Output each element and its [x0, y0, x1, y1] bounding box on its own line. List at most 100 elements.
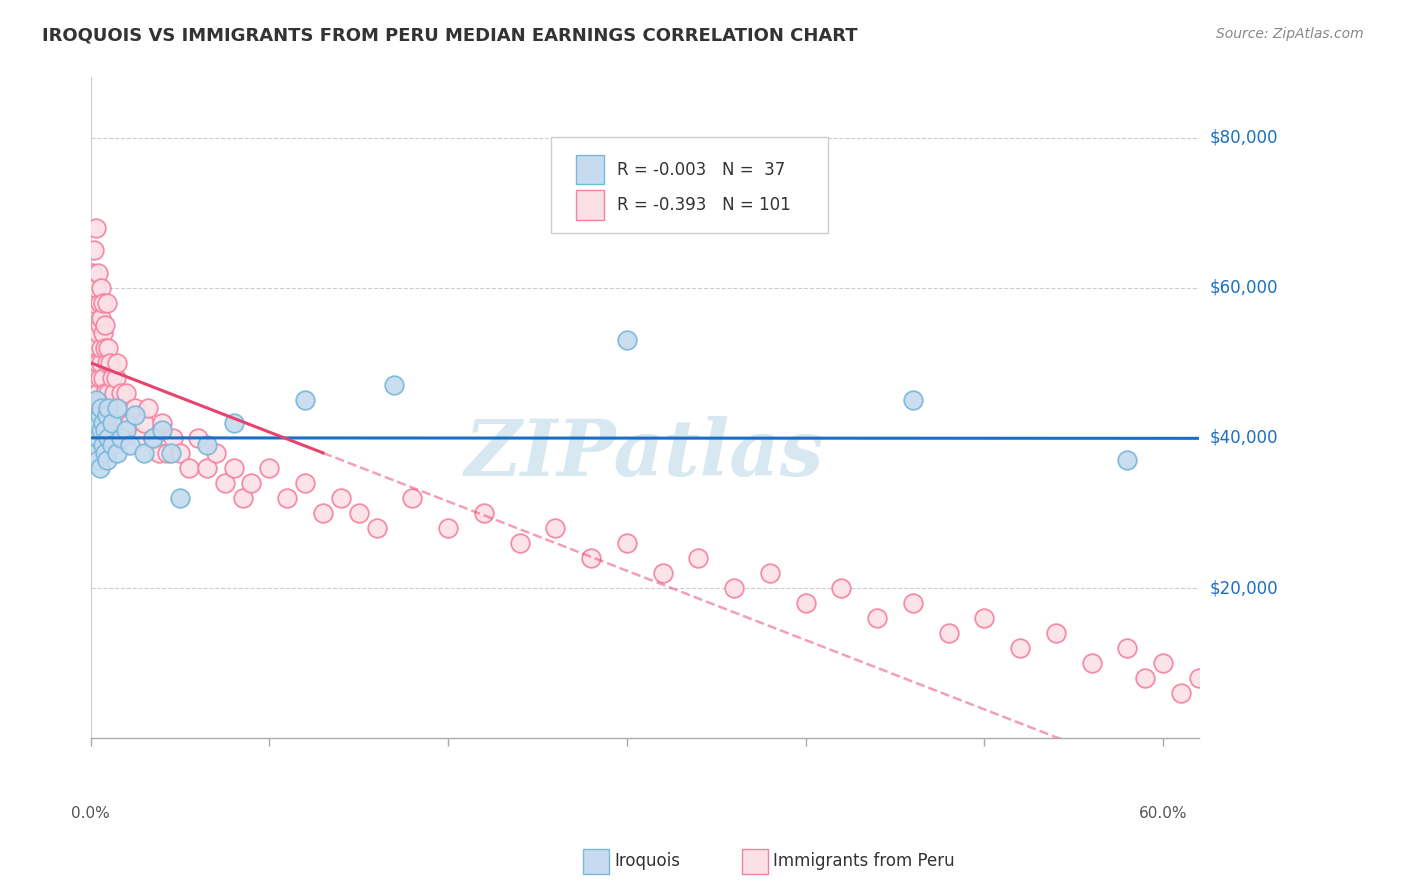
Point — [101, 416, 124, 430]
Point — [294, 475, 316, 490]
Point — [89, 461, 111, 475]
Point — [1116, 641, 1139, 656]
Point — [96, 401, 118, 415]
Point — [94, 385, 117, 400]
Point — [1116, 453, 1139, 467]
Point — [110, 431, 132, 445]
Point — [96, 409, 118, 423]
Point — [177, 461, 200, 475]
Text: R = -0.393   N = 101: R = -0.393 N = 101 — [617, 196, 790, 214]
Point — [187, 431, 209, 445]
Point — [901, 596, 924, 610]
Point — [83, 356, 105, 370]
Point — [616, 333, 638, 347]
Point — [84, 318, 107, 333]
Point — [1045, 626, 1067, 640]
Point — [104, 371, 127, 385]
Point — [136, 401, 159, 415]
Point — [83, 243, 105, 257]
Point — [101, 438, 124, 452]
Point — [214, 475, 236, 490]
Point — [240, 475, 263, 490]
Point — [204, 446, 226, 460]
Point — [97, 401, 120, 415]
Point — [794, 596, 817, 610]
Point — [87, 453, 110, 467]
Point — [84, 393, 107, 408]
Point — [89, 409, 111, 423]
Point — [150, 423, 173, 437]
Bar — [576, 190, 603, 219]
Text: Immigrants from Peru: Immigrants from Peru — [773, 852, 955, 870]
Point — [222, 416, 245, 430]
Point — [90, 401, 112, 415]
Point — [91, 416, 114, 430]
Point — [90, 281, 112, 295]
Point — [84, 446, 107, 460]
Point — [1152, 656, 1174, 670]
Text: IROQUOIS VS IMMIGRANTS FROM PERU MEDIAN EARNINGS CORRELATION CHART: IROQUOIS VS IMMIGRANTS FROM PERU MEDIAN … — [42, 27, 858, 45]
Point — [294, 393, 316, 408]
Point — [115, 385, 138, 400]
Point — [276, 491, 298, 505]
Text: $20,000: $20,000 — [1211, 579, 1278, 597]
Point — [91, 326, 114, 340]
Point — [195, 461, 218, 475]
Point — [97, 341, 120, 355]
Point — [142, 431, 165, 445]
Point — [84, 281, 107, 295]
Point — [901, 393, 924, 408]
Point — [89, 295, 111, 310]
Point — [101, 371, 124, 385]
Point — [128, 431, 150, 445]
Point — [84, 371, 107, 385]
Point — [110, 385, 132, 400]
Point — [115, 423, 138, 437]
Point — [1205, 701, 1227, 715]
Point — [90, 356, 112, 370]
Point — [160, 446, 183, 460]
Point — [759, 566, 782, 580]
Point — [97, 431, 120, 445]
Point — [98, 356, 121, 370]
Text: 0.0%: 0.0% — [72, 805, 110, 821]
Point — [259, 461, 281, 475]
Point — [169, 491, 191, 505]
FancyBboxPatch shape — [551, 136, 828, 233]
Point — [90, 341, 112, 355]
Point — [156, 446, 179, 460]
Point — [90, 393, 112, 408]
Point — [142, 431, 165, 445]
Point — [347, 506, 370, 520]
Point — [97, 385, 120, 400]
Point — [651, 566, 673, 580]
Point — [1008, 641, 1031, 656]
Text: $40,000: $40,000 — [1211, 429, 1278, 447]
Point — [83, 295, 105, 310]
Point — [98, 401, 121, 415]
Point — [87, 326, 110, 340]
Point — [107, 401, 129, 415]
Point — [162, 431, 184, 445]
Point — [96, 453, 118, 467]
Text: $60,000: $60,000 — [1211, 278, 1278, 297]
Bar — [576, 154, 603, 185]
Point — [579, 551, 602, 566]
Point — [1188, 671, 1211, 685]
Point — [509, 536, 531, 550]
Point — [124, 401, 146, 415]
Point — [688, 551, 710, 566]
Point — [1170, 686, 1192, 700]
Point — [1080, 656, 1102, 670]
Point — [107, 401, 129, 415]
Point — [94, 318, 117, 333]
Point — [91, 438, 114, 452]
Point — [232, 491, 254, 505]
Point — [94, 446, 117, 460]
Point — [87, 266, 110, 280]
Point — [148, 446, 170, 460]
Point — [124, 409, 146, 423]
Point — [1223, 686, 1246, 700]
Point — [169, 446, 191, 460]
Text: ZIPatlas: ZIPatlas — [465, 416, 824, 492]
